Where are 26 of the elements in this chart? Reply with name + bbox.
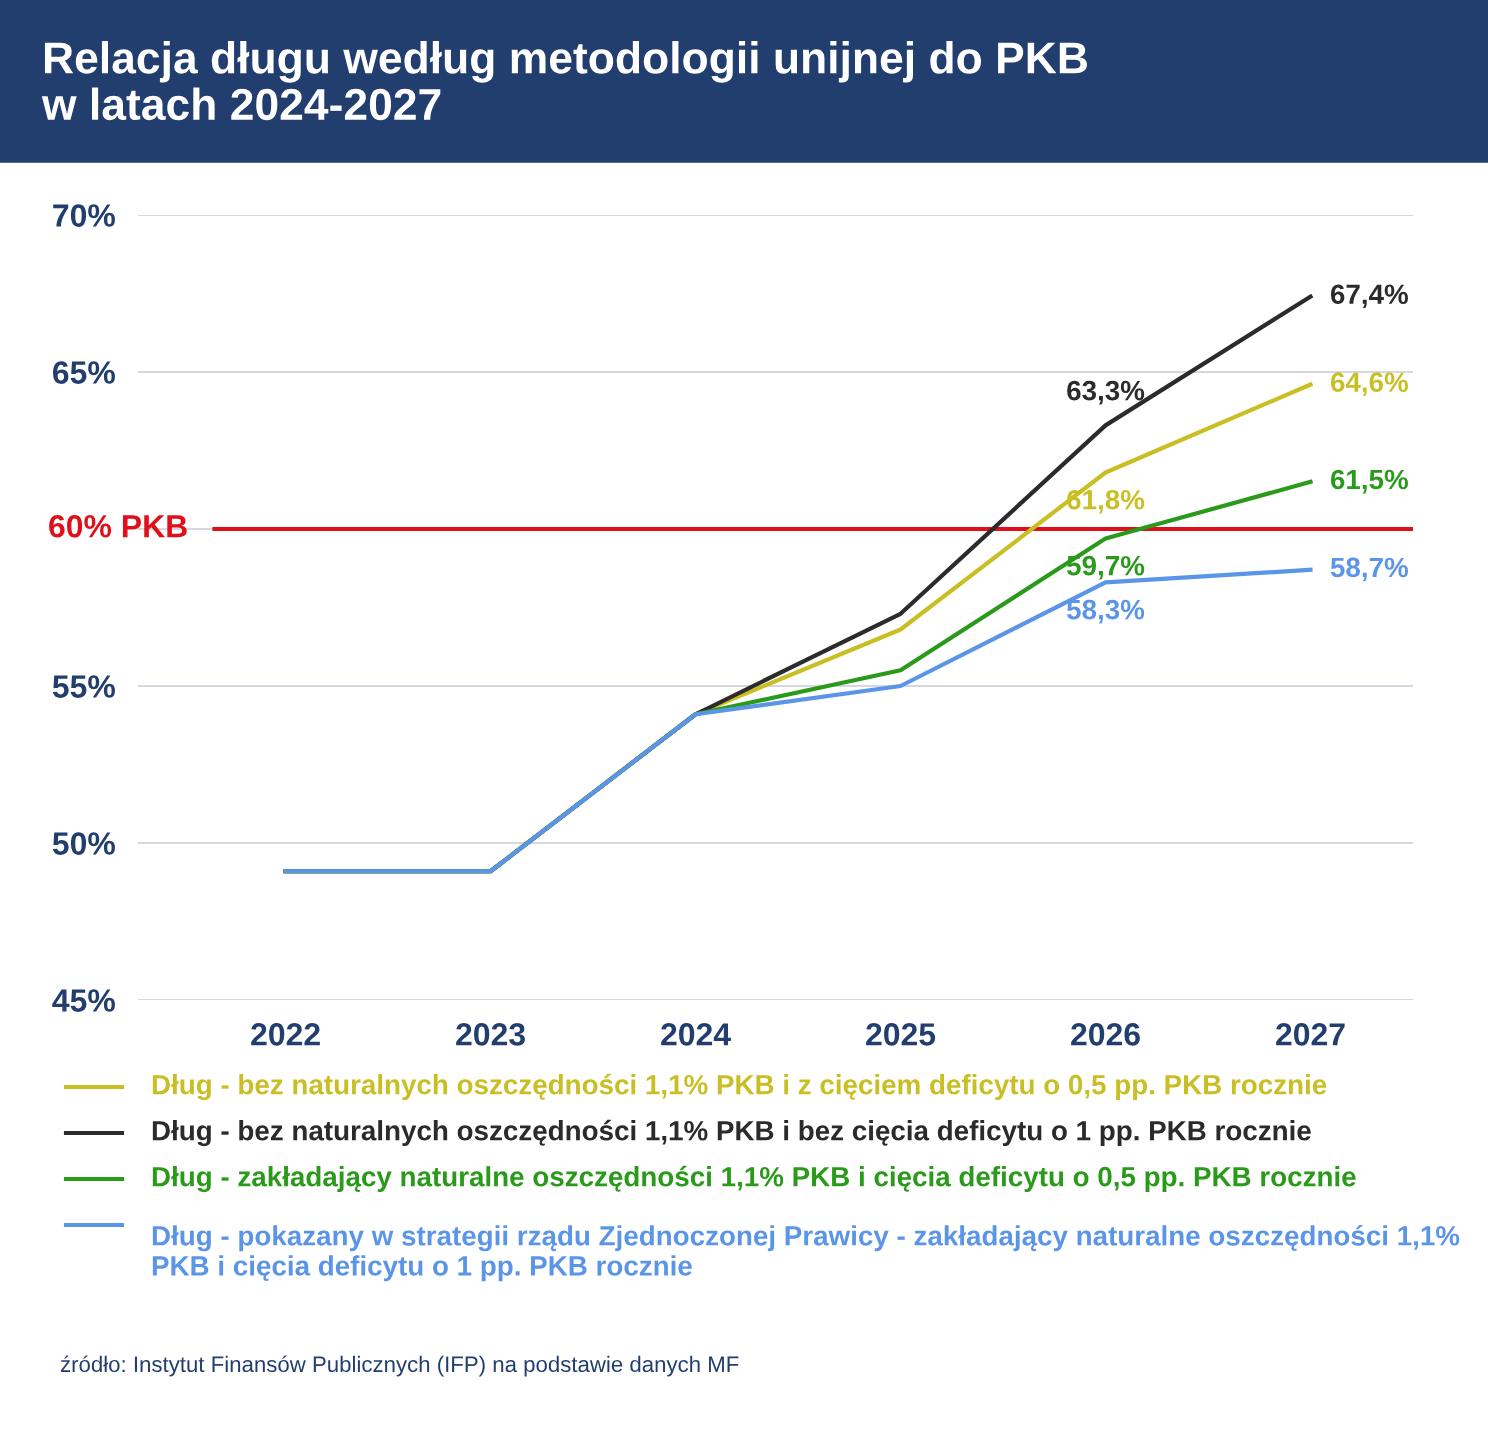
data-label: 63,3% bbox=[1067, 380, 1145, 405]
data-label: 67,4% bbox=[1330, 284, 1408, 309]
legend-label: Dług - bez naturalnych oszczędności 1,1% PKB i z cięciem deficytu o 0,5 pp. PKB rocznie bbox=[152, 1073, 1327, 1101]
y-tick-label: 55% bbox=[52, 675, 115, 698]
x-tick-label: 2022 bbox=[251, 1023, 320, 1046]
data-label: 61,5% bbox=[1330, 469, 1408, 494]
legend-label: Dług - bez naturalnych oszczędności 1,1% PKB i bez cięcia deficytu o 1 pp. PKB rocznie bbox=[152, 1119, 1311, 1147]
chart-title: Relacja długu według metodologii unijnej do PKB w latach 2024-2027 bbox=[41, 41, 1087, 121]
data-label: 61,8% bbox=[1067, 489, 1145, 514]
x-tick-label: 2023 bbox=[456, 1023, 525, 1046]
y-tick-label: 45% bbox=[52, 989, 115, 1012]
data-label: 64,6% bbox=[1330, 372, 1408, 397]
ref-line-label: 60% PKB bbox=[49, 514, 187, 538]
y-tick-label: 50% bbox=[52, 832, 115, 855]
text: źródło: Instytut Finansów Publicznych (IFP) na podstawie danych MF bbox=[60, 1355, 739, 1377]
x-tick-label: 2025 bbox=[866, 1023, 936, 1046]
legend-label: Dług - pokazany w strategii rządu Zjednoczonej Prawicy - zakładający naturalne oszczędności 1,1% PKB i cięcia deficytu o 1 pp. PKB rocznie bbox=[152, 1225, 1460, 1282]
y-tick-label: 70% bbox=[53, 204, 115, 227]
y-tick-label: 65% bbox=[53, 361, 115, 384]
data-label: 59,7% bbox=[1067, 555, 1145, 580]
x-tick-label: 2027 bbox=[1276, 1023, 1345, 1046]
x-tick-label: 2024 bbox=[661, 1023, 731, 1046]
x-tick-label: 2026 bbox=[1071, 1023, 1140, 1046]
data-label: 58,3% bbox=[1067, 599, 1145, 624]
data-label: 58,7% bbox=[1330, 557, 1408, 582]
legend-label: Dług - zakładający naturalne oszczędności 1,1% PKB i cięcia deficytu o 0,5 pp. PKB rocznie bbox=[152, 1165, 1356, 1193]
